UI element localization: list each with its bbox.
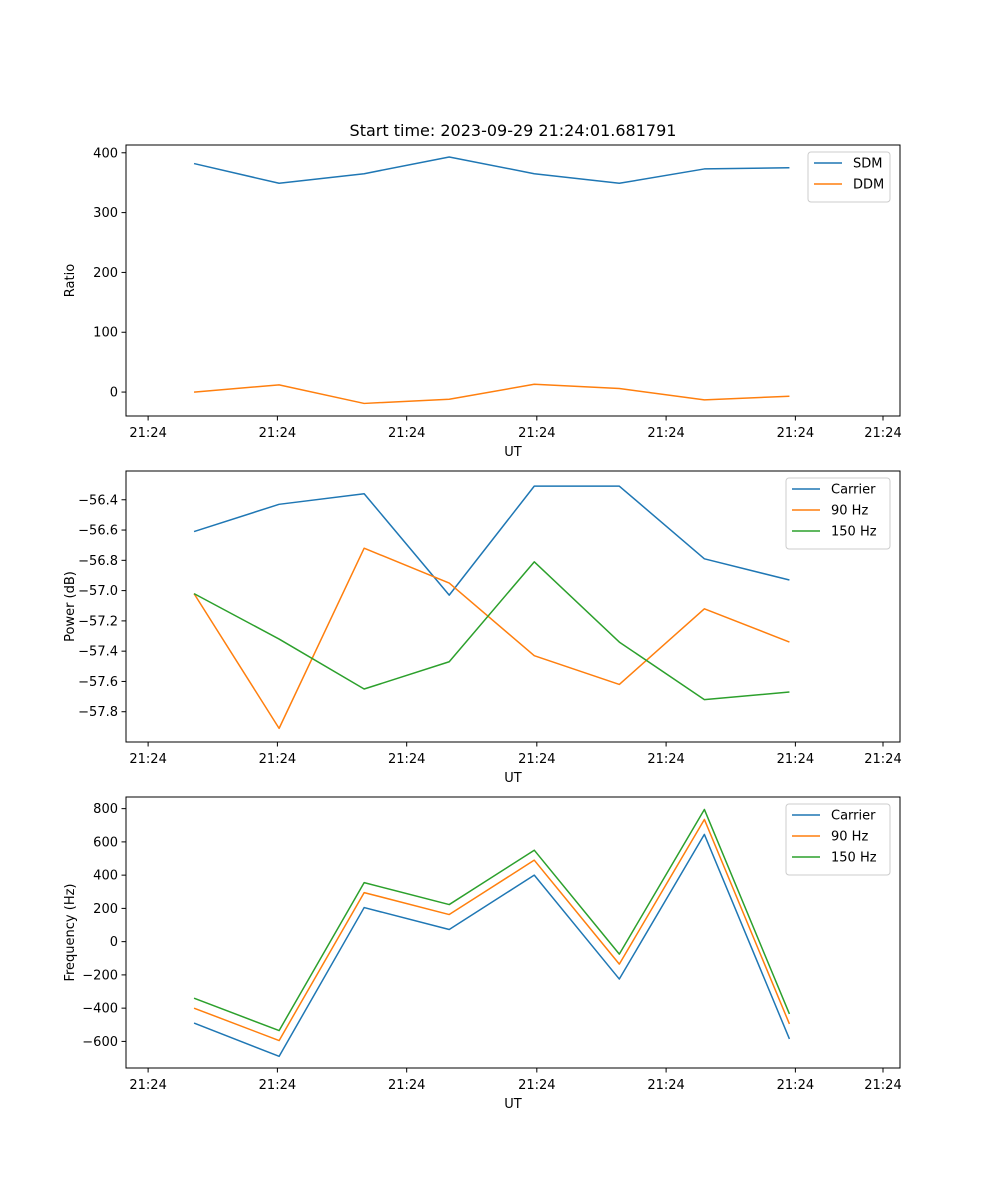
x-tick-label: 21:24: [388, 426, 425, 441]
x-tick-label: 21:24: [129, 752, 166, 767]
x-tick-label: 21:24: [259, 426, 296, 441]
y-tick-label: 800: [93, 802, 118, 817]
x-axis-label: UT: [504, 445, 522, 460]
legend-label: SDM: [853, 157, 882, 172]
x-tick-label: 21:24: [647, 1078, 684, 1093]
legend-label: 90 Hz: [831, 830, 868, 845]
figure-title: Start time: 2023-09-29 21:24:01.681791: [350, 121, 677, 140]
y-axis-label: Power (dB): [63, 571, 78, 642]
chart-panel-2: 21:24 21:24 21:24 21:24 21:24 21:24 21:24 −57.8…: [63, 470, 902, 786]
y-tick-label: −400: [82, 1002, 118, 1017]
y-tick-label: 300: [93, 206, 118, 221]
legend-label: 150 Hz: [831, 851, 877, 866]
legend-label: 90 Hz: [831, 504, 868, 519]
legend-label: DDM: [853, 178, 884, 193]
chart-panel-3: 21:24 21:24 21:24 21:24 21:24 21:24 21:24 −600 −…: [63, 796, 902, 1112]
legend: Carrier 90 Hz 150 Hz: [785, 803, 891, 876]
series-line-90-hz: [193, 818, 791, 1042]
legend: SDM DDM: [807, 151, 891, 203]
y-tick-label: 0: [110, 386, 118, 401]
legend-label: Carrier: [831, 483, 876, 498]
series-line-90-hz: [193, 547, 790, 730]
x-tick-label: 21:24: [259, 752, 296, 767]
y-tick-label: 400: [93, 869, 118, 884]
chart-panel-1: 21:24 21:24 21:24 21:24 21:24 21:24 21:24 0 100 2…: [63, 144, 902, 460]
x-tick-label: 21:24: [518, 426, 555, 441]
series-line-ddm: [193, 383, 790, 405]
legend-label: Carrier: [831, 809, 876, 824]
y-tick-label: 200: [93, 266, 118, 281]
y-tick-label: −200: [82, 968, 118, 983]
x-tick-label: 21:24: [518, 752, 555, 767]
series-line-150-hz: [193, 808, 791, 1032]
y-tick-label: −57.0: [78, 584, 118, 599]
x-tick-label: 21:24: [777, 1078, 814, 1093]
y-tick-label: −56.4: [78, 493, 118, 508]
y-tick-label: −56.8: [78, 554, 118, 569]
y-tick-label: −600: [82, 1035, 118, 1050]
series-line-carrier: [193, 485, 790, 596]
x-tick-label: 21:24: [259, 1078, 296, 1093]
x-tick-label: 21:24: [388, 752, 425, 767]
axes-frame: [125, 470, 901, 743]
axes-frame: [125, 144, 901, 417]
x-tick-label: 21:24: [518, 1078, 555, 1093]
y-tick-label: 100: [93, 326, 118, 341]
y-axis-label: Frequency (Hz): [63, 883, 78, 981]
y-tick-label: 600: [93, 835, 118, 850]
series-line-sdm: [193, 156, 790, 185]
y-tick-label: −57.6: [78, 675, 118, 690]
x-tick-label: 21:24: [129, 426, 166, 441]
x-tick-label: 21:24: [647, 426, 684, 441]
y-tick-label: −57.4: [78, 645, 118, 660]
series-line-carrier: [193, 833, 791, 1058]
x-axis-label: UT: [504, 771, 522, 786]
x-tick-label: 21:24: [864, 1078, 901, 1093]
x-tick-label: 21:24: [864, 752, 901, 767]
legend: Carrier 90 Hz 150 Hz: [785, 477, 891, 550]
legend-label: 150 Hz: [831, 525, 877, 540]
axes-frame: [125, 796, 901, 1069]
x-tick-label: 21:24: [388, 1078, 425, 1093]
y-tick-label: −57.2: [78, 614, 118, 629]
series-line-150-hz: [193, 561, 790, 701]
y-tick-label: 400: [93, 146, 118, 161]
y-tick-label: −57.8: [78, 705, 118, 720]
x-tick-label: 21:24: [864, 426, 901, 441]
x-tick-label: 21:24: [777, 426, 814, 441]
y-tick-label: 200: [93, 902, 118, 917]
x-tick-label: 21:24: [647, 752, 684, 767]
y-tick-label: −56.6: [78, 524, 118, 539]
legend-box: [807, 151, 891, 203]
x-axis-label: UT: [504, 1097, 522, 1112]
y-tick-label: 0: [110, 935, 118, 950]
x-tick-label: 21:24: [777, 752, 814, 767]
panels: 21:24 21:24 21:24 21:24 21:24 21:24 21:24 0 100 2…: [63, 144, 902, 1112]
y-axis-label: Ratio: [63, 264, 78, 297]
x-tick-label: 21:24: [129, 1078, 166, 1093]
